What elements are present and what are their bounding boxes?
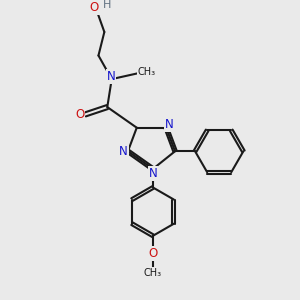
Text: N: N [165,118,173,131]
Text: O: O [89,1,99,14]
Text: O: O [75,108,85,121]
Text: H: H [103,0,112,10]
Text: N: N [119,145,128,158]
Text: N: N [107,70,116,83]
Text: CH₃: CH₃ [144,268,162,278]
Text: CH₃: CH₃ [138,67,156,77]
Text: N: N [148,167,157,180]
Text: O: O [148,247,158,260]
